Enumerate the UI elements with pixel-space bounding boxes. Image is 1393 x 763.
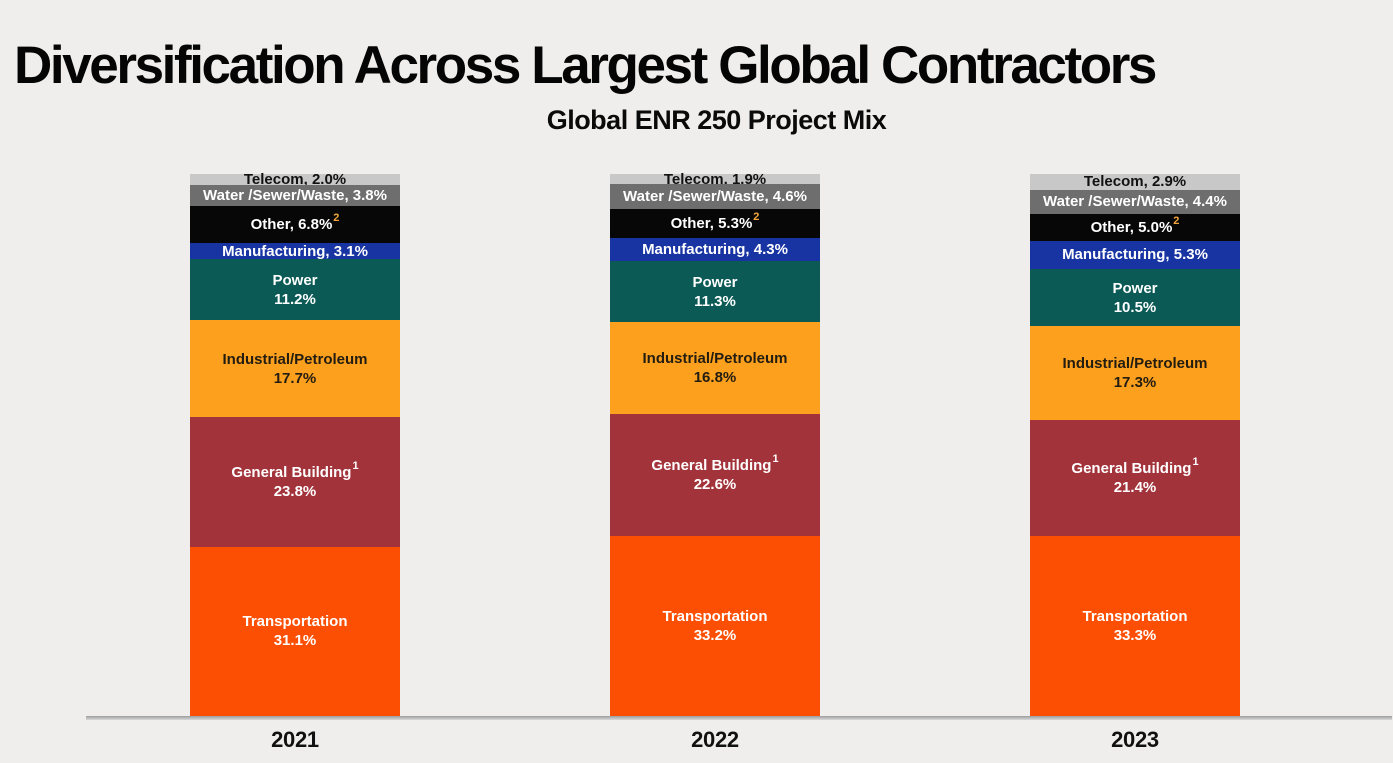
x-axis-line [86,716,1392,720]
footnote-marker-2: 2 [333,211,340,224]
page-title: Diversification Across Largest Global Co… [14,35,1157,95]
footnote-marker-1: 1 [772,452,779,465]
segment-water-sewer-waste-2023: Water /Sewer/Waste, 4.4% [1030,189,1240,214]
segment-label: Industrial/Petroleum 17.7% [222,350,368,387]
segment-other-2023: Other, 5.0%2 [1030,213,1240,241]
bar-2021: Telecom, 2.0% Water /Sewer/Waste, 3.8% Oth… [190,170,400,716]
footnote-marker-1: 1 [1192,455,1199,468]
bar-2023: Telecom, 2.9% Water /Sewer/Waste, 4.4% Oth… [1030,174,1240,716]
segment-label: Transportation 31.1% [242,613,348,650]
segment-label: Industrial/Petroleum 17.3% [1062,354,1208,391]
segment-telecom-2022: Telecom, 1.9% [610,170,820,188]
segment-industrial-petroleum-2023: Industrial/Petroleum 17.3% [1030,326,1240,420]
segment-industrial-petroleum-2021: Industrial/Petroleum 17.7% [190,320,400,417]
chart-title: Global ENR 250 Project Mix [546,105,887,135]
segment-label: General Building1 21.4% [1071,455,1199,496]
segment-transportation-2021: Transportation 31.1% [190,546,400,716]
segment-power-2023: Power 10.5% [1030,269,1240,327]
segment-label: General Building1 23.8% [231,459,359,500]
year-label-2021: 2021 [271,727,319,752]
segment-general-building-2021: General Building1 23.8% [190,416,400,547]
segment-label: Water /Sewer/Waste, 4.6% [623,188,807,206]
footnote-marker-1: 1 [352,459,359,472]
segment-label: General Building1 22.6% [651,452,779,493]
segment-telecom-2021: Telecom, 2.0% [190,170,400,188]
footnote-marker-2: 2 [1173,214,1180,227]
segment-label: Manufacturing, 3.1% [222,242,368,260]
year-label-2022: 2022 [691,727,739,752]
segment-power-2021: Power 11.2% [190,259,400,321]
segment-label: Telecom, 1.9% [663,170,767,188]
segment-telecom-2023: Telecom, 2.9% [1030,174,1240,190]
segment-label: Water /Sewer/Waste, 3.8% [203,186,387,204]
segment-label: Manufacturing, 5.3% [1062,246,1208,264]
segment-water-sewer-waste-2022: Water /Sewer/Waste, 4.6% [610,184,820,210]
segment-label: Water /Sewer/Waste, 4.4% [1043,193,1227,211]
segment-general-building-2022: General Building1 22.6% [610,413,820,536]
segment-label: Power 11.3% [692,273,738,310]
footnote-marker-2: 2 [753,211,760,224]
segment-label: Transportation 33.2% [662,607,768,644]
segment-general-building-2023: General Building1 21.4% [1030,419,1240,536]
segment-power-2022: Power 11.3% [610,261,820,323]
segment-label: Power 10.5% [1112,279,1158,316]
segment-other-2021: Other, 6.8%2 [190,205,400,243]
segment-industrial-petroleum-2022: Industrial/Petroleum 16.8% [610,322,820,414]
segment-manufacturing-2023: Manufacturing, 5.3% [1030,240,1240,270]
segment-label: Industrial/Petroleum 16.8% [642,349,788,386]
segment-label: Other, 5.3%2 [670,211,760,233]
segment-transportation-2023: Transportation 33.3% [1030,535,1240,716]
segment-manufacturing-2021: Manufacturing, 3.1% [190,242,400,260]
segment-label: Power 11.2% [272,271,318,308]
segment-label: Other, 6.8%2 [250,211,340,233]
segment-label: Telecom, 2.9% [1083,173,1187,191]
bar-2022: Telecom, 1.9% Water /Sewer/Waste, 4.6% Oth… [610,170,820,716]
segment-other-2022: Other, 5.3%2 [610,209,820,238]
year-label-2023: 2023 [1111,727,1159,752]
segment-transportation-2022: Transportation 33.2% [610,536,820,716]
segment-label: Telecom, 2.0% [243,170,347,188]
segment-label: Other, 5.0%2 [1090,214,1180,236]
segment-manufacturing-2022: Manufacturing, 4.3% [610,237,820,262]
segment-label: Transportation 33.3% [1082,607,1188,644]
segment-label: Manufacturing, 4.3% [642,241,788,259]
segment-water-sewer-waste-2021: Water /Sewer/Waste, 3.8% [190,184,400,206]
